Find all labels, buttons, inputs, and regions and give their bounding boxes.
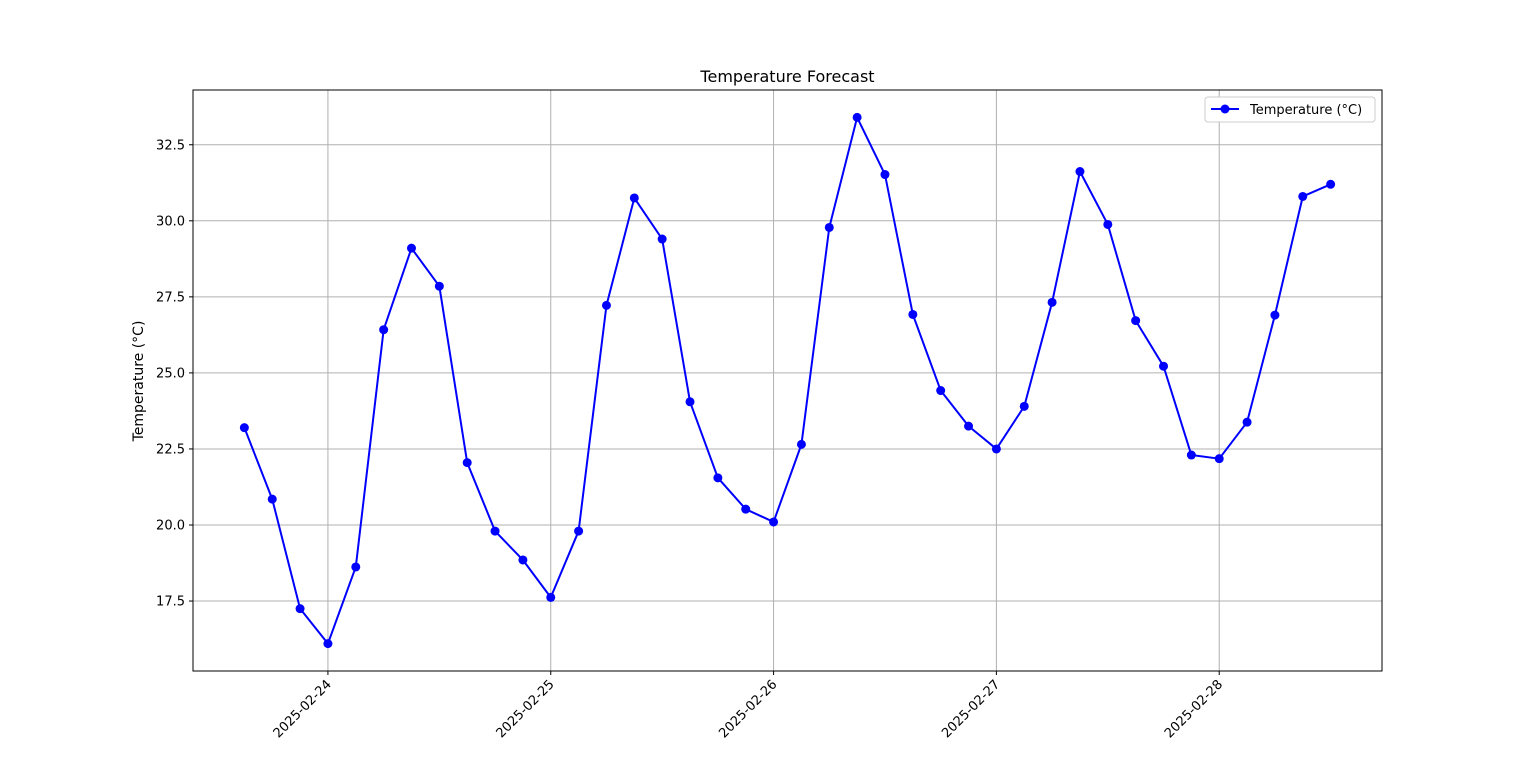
- y-tick-label: 17.5: [156, 595, 185, 610]
- data-point: [574, 526, 584, 536]
- series-line: [243, 116, 1332, 645]
- data-point: [824, 222, 834, 232]
- data-point: [267, 494, 277, 504]
- data-point: [657, 234, 667, 244]
- data-point: [796, 439, 806, 449]
- legend-marker-sample: [1220, 104, 1230, 114]
- data-point: [434, 281, 444, 291]
- data-point: [936, 386, 946, 396]
- data-point: [1298, 191, 1308, 201]
- grid-lines: [193, 90, 1382, 671]
- data-point: [1270, 310, 1280, 320]
- y-tick-label: 22.5: [156, 442, 185, 457]
- data-point: [1159, 361, 1169, 371]
- data-point: [490, 526, 500, 536]
- y-tick-label: 30.0: [156, 214, 185, 229]
- data-point: [1214, 454, 1224, 464]
- data-point: [1186, 450, 1196, 460]
- data-point: [852, 112, 862, 122]
- data-point: [239, 423, 249, 433]
- y-axis-ticks: 17.5 20.0 22.5 25.0 27.5 30.0 32.5: [156, 138, 193, 610]
- legend: Temperature (°C): [1204, 96, 1376, 123]
- data-point: [462, 458, 472, 468]
- data-point: [546, 592, 556, 602]
- data-point: [351, 562, 361, 572]
- data-point: [741, 504, 751, 514]
- data-point: [991, 444, 1001, 454]
- y-axis-title: Temperature (°C): [131, 321, 147, 443]
- data-point: [295, 604, 305, 614]
- y-tick-label: 27.5: [156, 290, 185, 305]
- y-tick-label: 20.0: [156, 518, 185, 533]
- data-point: [908, 309, 918, 319]
- data-point: [685, 397, 695, 407]
- y-tick-label: 32.5: [156, 138, 185, 153]
- data-point: [1047, 297, 1057, 307]
- legend-label: Temperature (°C): [1249, 103, 1362, 118]
- data-point: [518, 555, 528, 565]
- legend-box: [1204, 96, 1376, 123]
- plot-area-frame: [192, 89, 1383, 672]
- data-point: [964, 421, 974, 431]
- data-point: [1075, 167, 1085, 177]
- data-point: [379, 325, 389, 335]
- data-point: [713, 473, 723, 483]
- data-point: [1242, 417, 1252, 427]
- data-point: [1019, 401, 1029, 411]
- data-point: [1326, 179, 1336, 189]
- chart-title: Temperature Forecast: [699, 67, 874, 86]
- data-point: [323, 639, 333, 649]
- data-point: [1131, 316, 1141, 326]
- data-point: [769, 517, 779, 527]
- data-point: [880, 170, 890, 180]
- data-point: [629, 193, 639, 203]
- series-layer: [239, 112, 1336, 649]
- data-point: [406, 243, 416, 253]
- data-point: [601, 300, 611, 310]
- y-tick-label: 25.0: [156, 366, 185, 381]
- data-point: [1103, 219, 1113, 229]
